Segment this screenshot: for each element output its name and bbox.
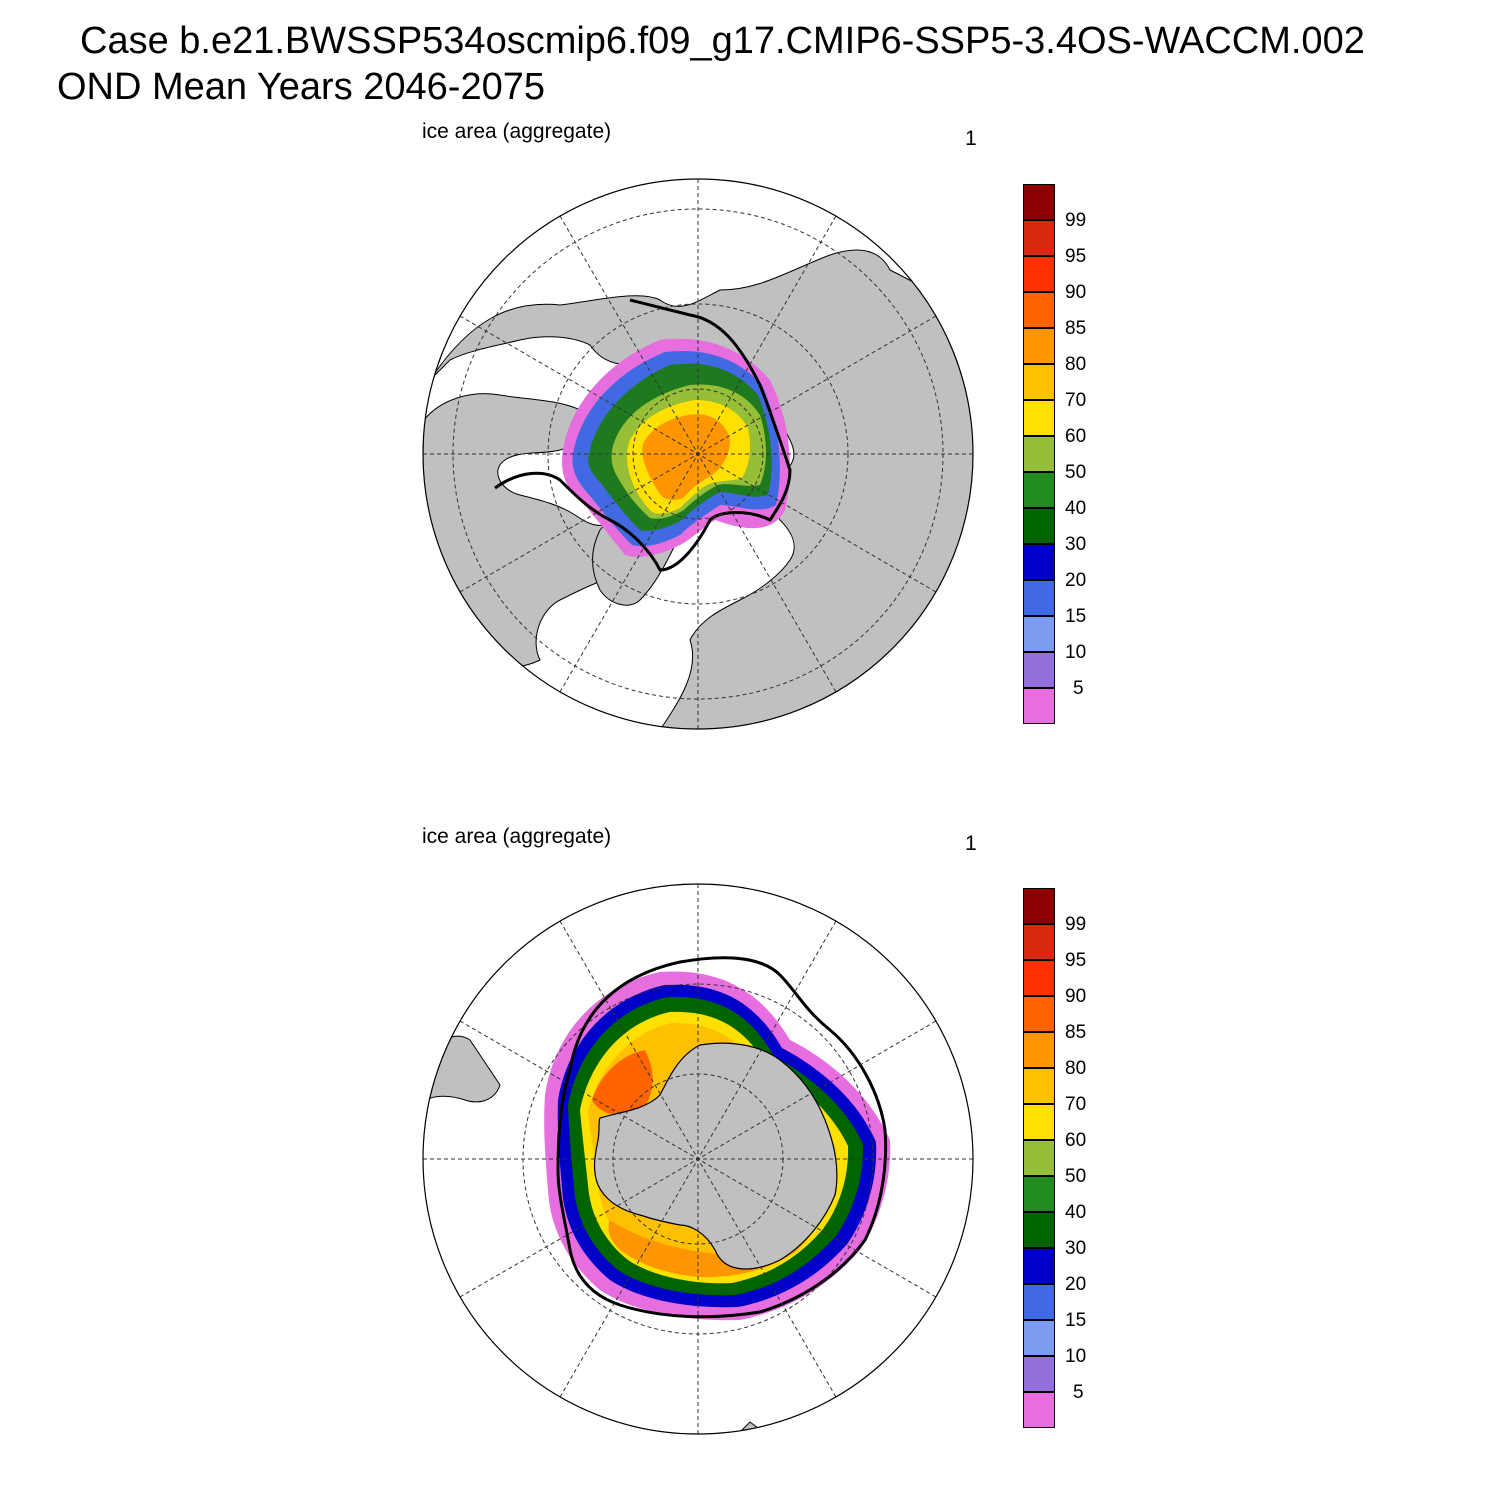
- south-colorbar-box: [1023, 1248, 1055, 1284]
- north-colorbar-label: 95: [1065, 246, 1087, 267]
- north-colorbar-label: 80: [1065, 354, 1087, 375]
- south-colorbar-box: [1023, 960, 1055, 996]
- south-panel-number: 1: [965, 832, 977, 855]
- north-colorbar-label: 70: [1065, 390, 1087, 411]
- south-colorbar-box: [1023, 1176, 1055, 1212]
- south-colorbar-box: [1023, 1320, 1055, 1356]
- south-colorbar-label: 90: [1065, 986, 1087, 1007]
- north-colorbar-box: [1023, 328, 1055, 364]
- south-colorbar-label: 70: [1065, 1094, 1087, 1115]
- plot-title-case: Case b.e21.BWSSP534oscmip6.f09_g17.CMIP6…: [80, 20, 1365, 62]
- north-colorbar-label: 15: [1065, 606, 1087, 627]
- south-colorbar-label: 50: [1065, 1166, 1087, 1187]
- north-colorbar-label: 85: [1065, 318, 1087, 339]
- north-colorbar-box: [1023, 256, 1055, 292]
- north-ice-85: [642, 414, 730, 501]
- north-colorbar-box: [1023, 184, 1055, 220]
- south-ice-edge-contour: [556, 956, 888, 1319]
- north-colorbar-label: 5: [1073, 678, 1084, 699]
- south-colorbar-box: [1023, 1356, 1055, 1392]
- south-colorbar-box: [1023, 924, 1055, 960]
- south-colorbar-label: 5: [1073, 1382, 1084, 1403]
- north-colorbar-box: [1023, 688, 1055, 724]
- north-colorbar-label: 60: [1065, 426, 1087, 447]
- north-panel-number: 1: [965, 127, 977, 150]
- north-colorbar-label: 50: [1065, 462, 1087, 483]
- north-colorbar-label: 99: [1065, 210, 1087, 231]
- north-colorbar-box: [1023, 652, 1055, 688]
- north-colorbar-label: 10: [1065, 642, 1087, 663]
- north-colorbar-label: 20: [1065, 570, 1087, 591]
- north-colorbar-box: [1023, 436, 1055, 472]
- north-graticule: [423, 179, 973, 729]
- south-colorbar-label: 99: [1065, 914, 1087, 935]
- south-colorbar-label: 20: [1065, 1274, 1087, 1295]
- south-colorbar-box: [1023, 1212, 1055, 1248]
- south-colorbar-label: 40: [1065, 1202, 1087, 1223]
- south-colorbar-box: [1023, 1068, 1055, 1104]
- north-panel-label: ice area (aggregate): [422, 120, 612, 143]
- south-colorbar-label: 60: [1065, 1130, 1087, 1151]
- south-colorbar-label: 15: [1065, 1310, 1087, 1331]
- south-colorbar-label: 95: [1065, 950, 1087, 971]
- north-colorbar-box: [1023, 472, 1055, 508]
- north-map-content: [423, 179, 973, 729]
- north-colorbar-box: [1023, 580, 1055, 616]
- south-colorbar-label: 10: [1065, 1346, 1087, 1367]
- north-colorbar-box: [1023, 400, 1055, 436]
- south-colorbar-label: 80: [1065, 1058, 1087, 1079]
- south-map-border: [422, 883, 974, 1435]
- south-colorbar-box: [1023, 1104, 1055, 1140]
- south-colorbar-box: [1023, 1392, 1055, 1428]
- north-colorbar-box: [1023, 616, 1055, 652]
- south-map-content: [423, 884, 973, 1434]
- plot-subtitle-period: OND Mean Years 2046-2075: [57, 66, 545, 108]
- south-panel-label: ice area (aggregate): [422, 825, 612, 848]
- south-colorbar-box: [1023, 996, 1055, 1032]
- north-colorbar-label: 90: [1065, 282, 1087, 303]
- south-colorbar-box: [1023, 888, 1055, 924]
- north-colorbar-box: [1023, 508, 1055, 544]
- south-colorbar-label: 85: [1065, 1022, 1087, 1043]
- north-colorbar-label: 30: [1065, 534, 1087, 555]
- north-colorbar-label: 40: [1065, 498, 1087, 519]
- north-ice-edge-contour: [494, 298, 792, 572]
- south-colorbar-box: [1023, 1140, 1055, 1176]
- south-graticule: [423, 884, 973, 1434]
- north-map-border: [422, 178, 974, 730]
- south-colorbar-box: [1023, 1032, 1055, 1068]
- south-colorbar-label: 30: [1065, 1238, 1087, 1259]
- north-polar-map: [422, 178, 974, 730]
- north-colorbar-box: [1023, 544, 1055, 580]
- north-colorbar-box: [1023, 292, 1055, 328]
- antarctica-landmass: [593, 1042, 838, 1270]
- south-colorbar-box: [1023, 1284, 1055, 1320]
- north-colorbar-box: [1023, 364, 1055, 400]
- north-colorbar-box: [1023, 220, 1055, 256]
